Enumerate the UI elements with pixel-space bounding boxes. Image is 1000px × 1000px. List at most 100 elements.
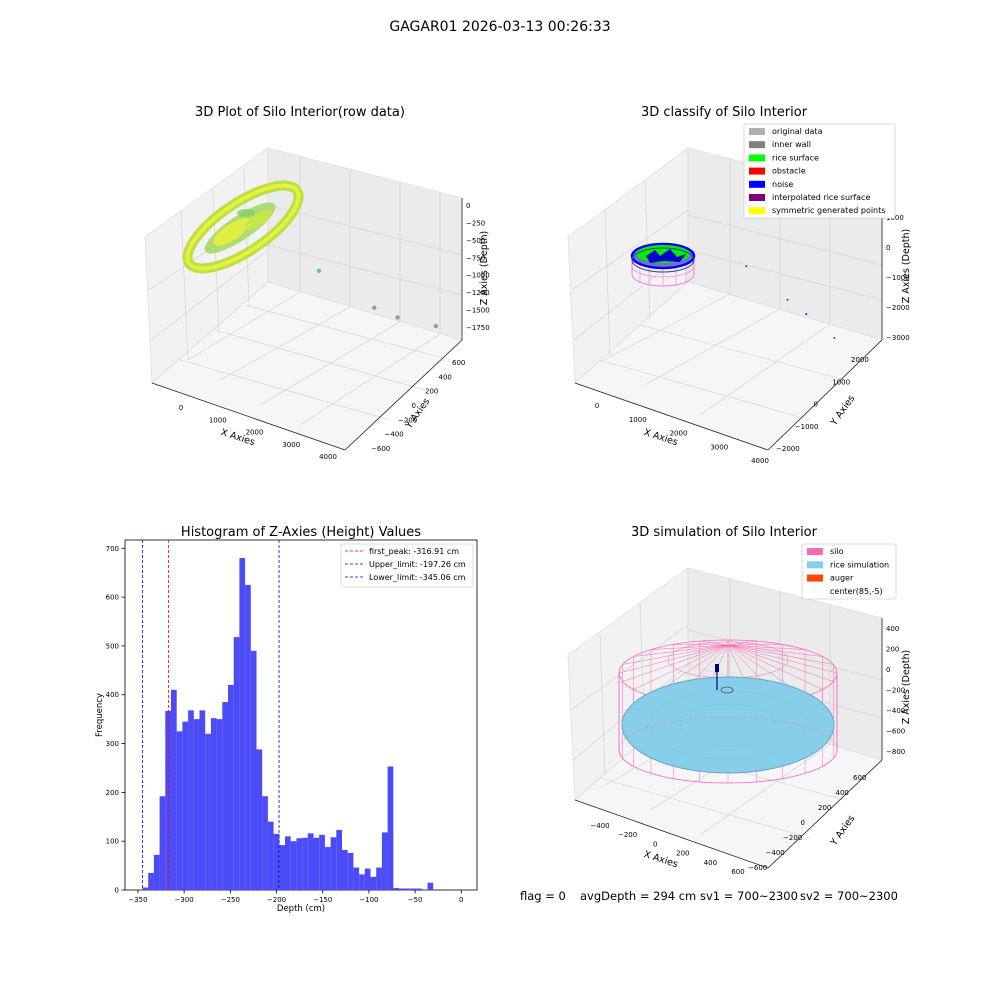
tick-label: −2000 bbox=[776, 445, 800, 453]
tick-label: 1000 bbox=[209, 416, 227, 424]
legend-label: original data bbox=[772, 127, 823, 136]
z-axis-label: Z Axies (Depth) bbox=[901, 650, 912, 724]
flag-text: flag = 0 bbox=[520, 889, 566, 903]
histogram-bar bbox=[376, 867, 382, 890]
legend-swatch bbox=[749, 194, 765, 201]
legend-swatch bbox=[807, 548, 823, 555]
tick-label: 400 bbox=[886, 625, 899, 633]
tick-label: 2000 bbox=[246, 429, 264, 437]
tick-label: −600 bbox=[371, 445, 390, 453]
tick-label: 1000 bbox=[832, 378, 850, 386]
chart-legend: first_peak: -316.91 cm Upper_limit: -197.… bbox=[340, 543, 474, 588]
legend-label: interpolated rice surface bbox=[772, 193, 870, 202]
x-tick-label: −250 bbox=[221, 896, 240, 904]
tick-label: −400 bbox=[766, 849, 785, 857]
histogram-bar bbox=[347, 852, 354, 890]
tick-label: 3000 bbox=[282, 441, 300, 449]
tick-label: −400 bbox=[590, 822, 609, 830]
tick-label: −1250 bbox=[466, 289, 490, 297]
y-tick-label: 700 bbox=[106, 545, 119, 553]
tick-label: 2000 bbox=[851, 356, 869, 364]
histogram-bar bbox=[319, 834, 325, 890]
avg-depth-text: avgDepth = 294 cm bbox=[580, 889, 696, 903]
tick-label: −1000 bbox=[466, 272, 490, 280]
histogram-bar bbox=[370, 876, 377, 890]
legend-label: rice simulation bbox=[830, 560, 889, 569]
tick-label: 0 bbox=[466, 202, 470, 210]
histogram-bar bbox=[285, 836, 291, 890]
y-tick-label: 600 bbox=[106, 594, 119, 602]
x-tick-labels: 0 1000 2000 3000 4000 bbox=[595, 402, 769, 465]
x-tick-label: −300 bbox=[175, 896, 194, 904]
legend-swatch bbox=[749, 154, 765, 162]
tick-label: −200 bbox=[783, 834, 802, 842]
outlier-point bbox=[316, 268, 322, 274]
tick-label: −200 bbox=[886, 687, 905, 695]
x-tick-labels: 0 1000 2000 3000 4000 bbox=[179, 404, 337, 461]
chart-title: Histogram of Z-Axies (Height) Values bbox=[181, 525, 421, 540]
tick-label: 600 bbox=[452, 359, 465, 367]
histogram-bar bbox=[336, 829, 343, 890]
panel-classify-3d: 3D classify of Silo Interior 0 1000 2000 30… bbox=[567, 105, 912, 465]
histogram-bar bbox=[222, 702, 229, 890]
tick-label: −800 bbox=[886, 748, 905, 756]
legend-swatch bbox=[749, 167, 765, 175]
grid-lines bbox=[148, 157, 463, 426]
legend-label: center(85,-5) bbox=[830, 587, 883, 596]
rice-simulation-surface bbox=[621, 676, 835, 774]
legend-swatch bbox=[749, 180, 765, 188]
legend-label: silo bbox=[830, 547, 844, 556]
y-tick-label: 400 bbox=[106, 691, 119, 699]
tick-label: −750 bbox=[466, 254, 485, 262]
legend-label: Upper_limit: -197.26 cm bbox=[369, 560, 466, 569]
noise-point bbox=[833, 337, 836, 339]
histogram-bar bbox=[239, 558, 246, 890]
x-tick-labels: −350 −300 −250 −200 −150 −100 −50 0 bbox=[128, 890, 464, 904]
histogram-bar bbox=[159, 796, 166, 890]
tick-label: 0 bbox=[814, 401, 818, 409]
noise-point bbox=[745, 265, 748, 268]
tick-label: 0 bbox=[886, 666, 890, 674]
legend-swatch bbox=[749, 141, 765, 149]
legend-label: obstacle bbox=[772, 167, 806, 176]
tick-label: 0 bbox=[886, 244, 890, 252]
tick-label: 3000 bbox=[710, 443, 728, 451]
x-axis-label: Depth (cm) bbox=[277, 904, 325, 914]
chart-legend: original data inner wall rice surface obsta… bbox=[743, 123, 896, 219]
histogram-bar bbox=[233, 637, 240, 890]
legend-label: noise bbox=[772, 180, 793, 189]
x-tick-label: −50 bbox=[408, 896, 423, 904]
histogram-bar bbox=[176, 731, 183, 890]
tick-label: 600 bbox=[731, 868, 744, 876]
legend-swatch bbox=[807, 587, 823, 595]
chart-title: 3D Plot of Silo Interior(row data) bbox=[195, 105, 405, 120]
histogram-bar bbox=[148, 872, 154, 890]
classified-cylinder bbox=[630, 242, 696, 287]
raw-outlier-points bbox=[316, 268, 439, 329]
x-tick-label: −100 bbox=[359, 896, 378, 904]
histogram-bar bbox=[250, 650, 257, 890]
z-tick-labels: 400 200 0 −200 −400 −600 −800 bbox=[886, 625, 905, 756]
tick-label: 200 bbox=[425, 388, 438, 396]
tick-label: 2000 bbox=[670, 430, 688, 438]
panel-raw-3d: 3D Plot of Silo Interior(row data) 0 1000… bbox=[144, 105, 490, 461]
histogram-bar bbox=[153, 854, 160, 890]
histogram-bar bbox=[193, 719, 200, 890]
y-tick-labels: 0 100 200 300 400 500 600 700 bbox=[106, 545, 125, 895]
noise-points bbox=[745, 265, 836, 339]
histogram-bar bbox=[256, 749, 263, 890]
status-line: flag = 0 avgDepth = 294 cm sv1 = 700~230… bbox=[520, 889, 898, 903]
tick-label: 400 bbox=[836, 789, 849, 797]
tick-label: 600 bbox=[853, 774, 866, 782]
legend-label: inner wall bbox=[772, 140, 811, 149]
histogram-bar bbox=[290, 841, 297, 890]
tick-label: 400 bbox=[439, 373, 452, 381]
y-tick-label: 100 bbox=[106, 838, 119, 846]
histogram-bar bbox=[262, 796, 268, 890]
legend-swatch bbox=[807, 574, 823, 582]
tick-label: 0 bbox=[653, 840, 657, 848]
histogram-bar bbox=[210, 718, 217, 890]
outlier-point bbox=[395, 315, 400, 320]
